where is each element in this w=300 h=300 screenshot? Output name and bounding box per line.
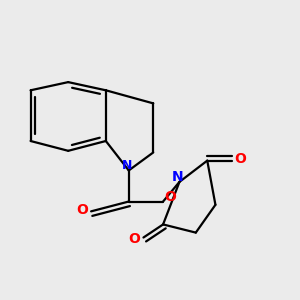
Text: O: O [76, 203, 88, 217]
Text: N: N [172, 169, 184, 184]
Text: O: O [164, 190, 176, 204]
Text: O: O [129, 232, 141, 246]
Text: N: N [122, 159, 132, 172]
Text: O: O [235, 152, 247, 166]
